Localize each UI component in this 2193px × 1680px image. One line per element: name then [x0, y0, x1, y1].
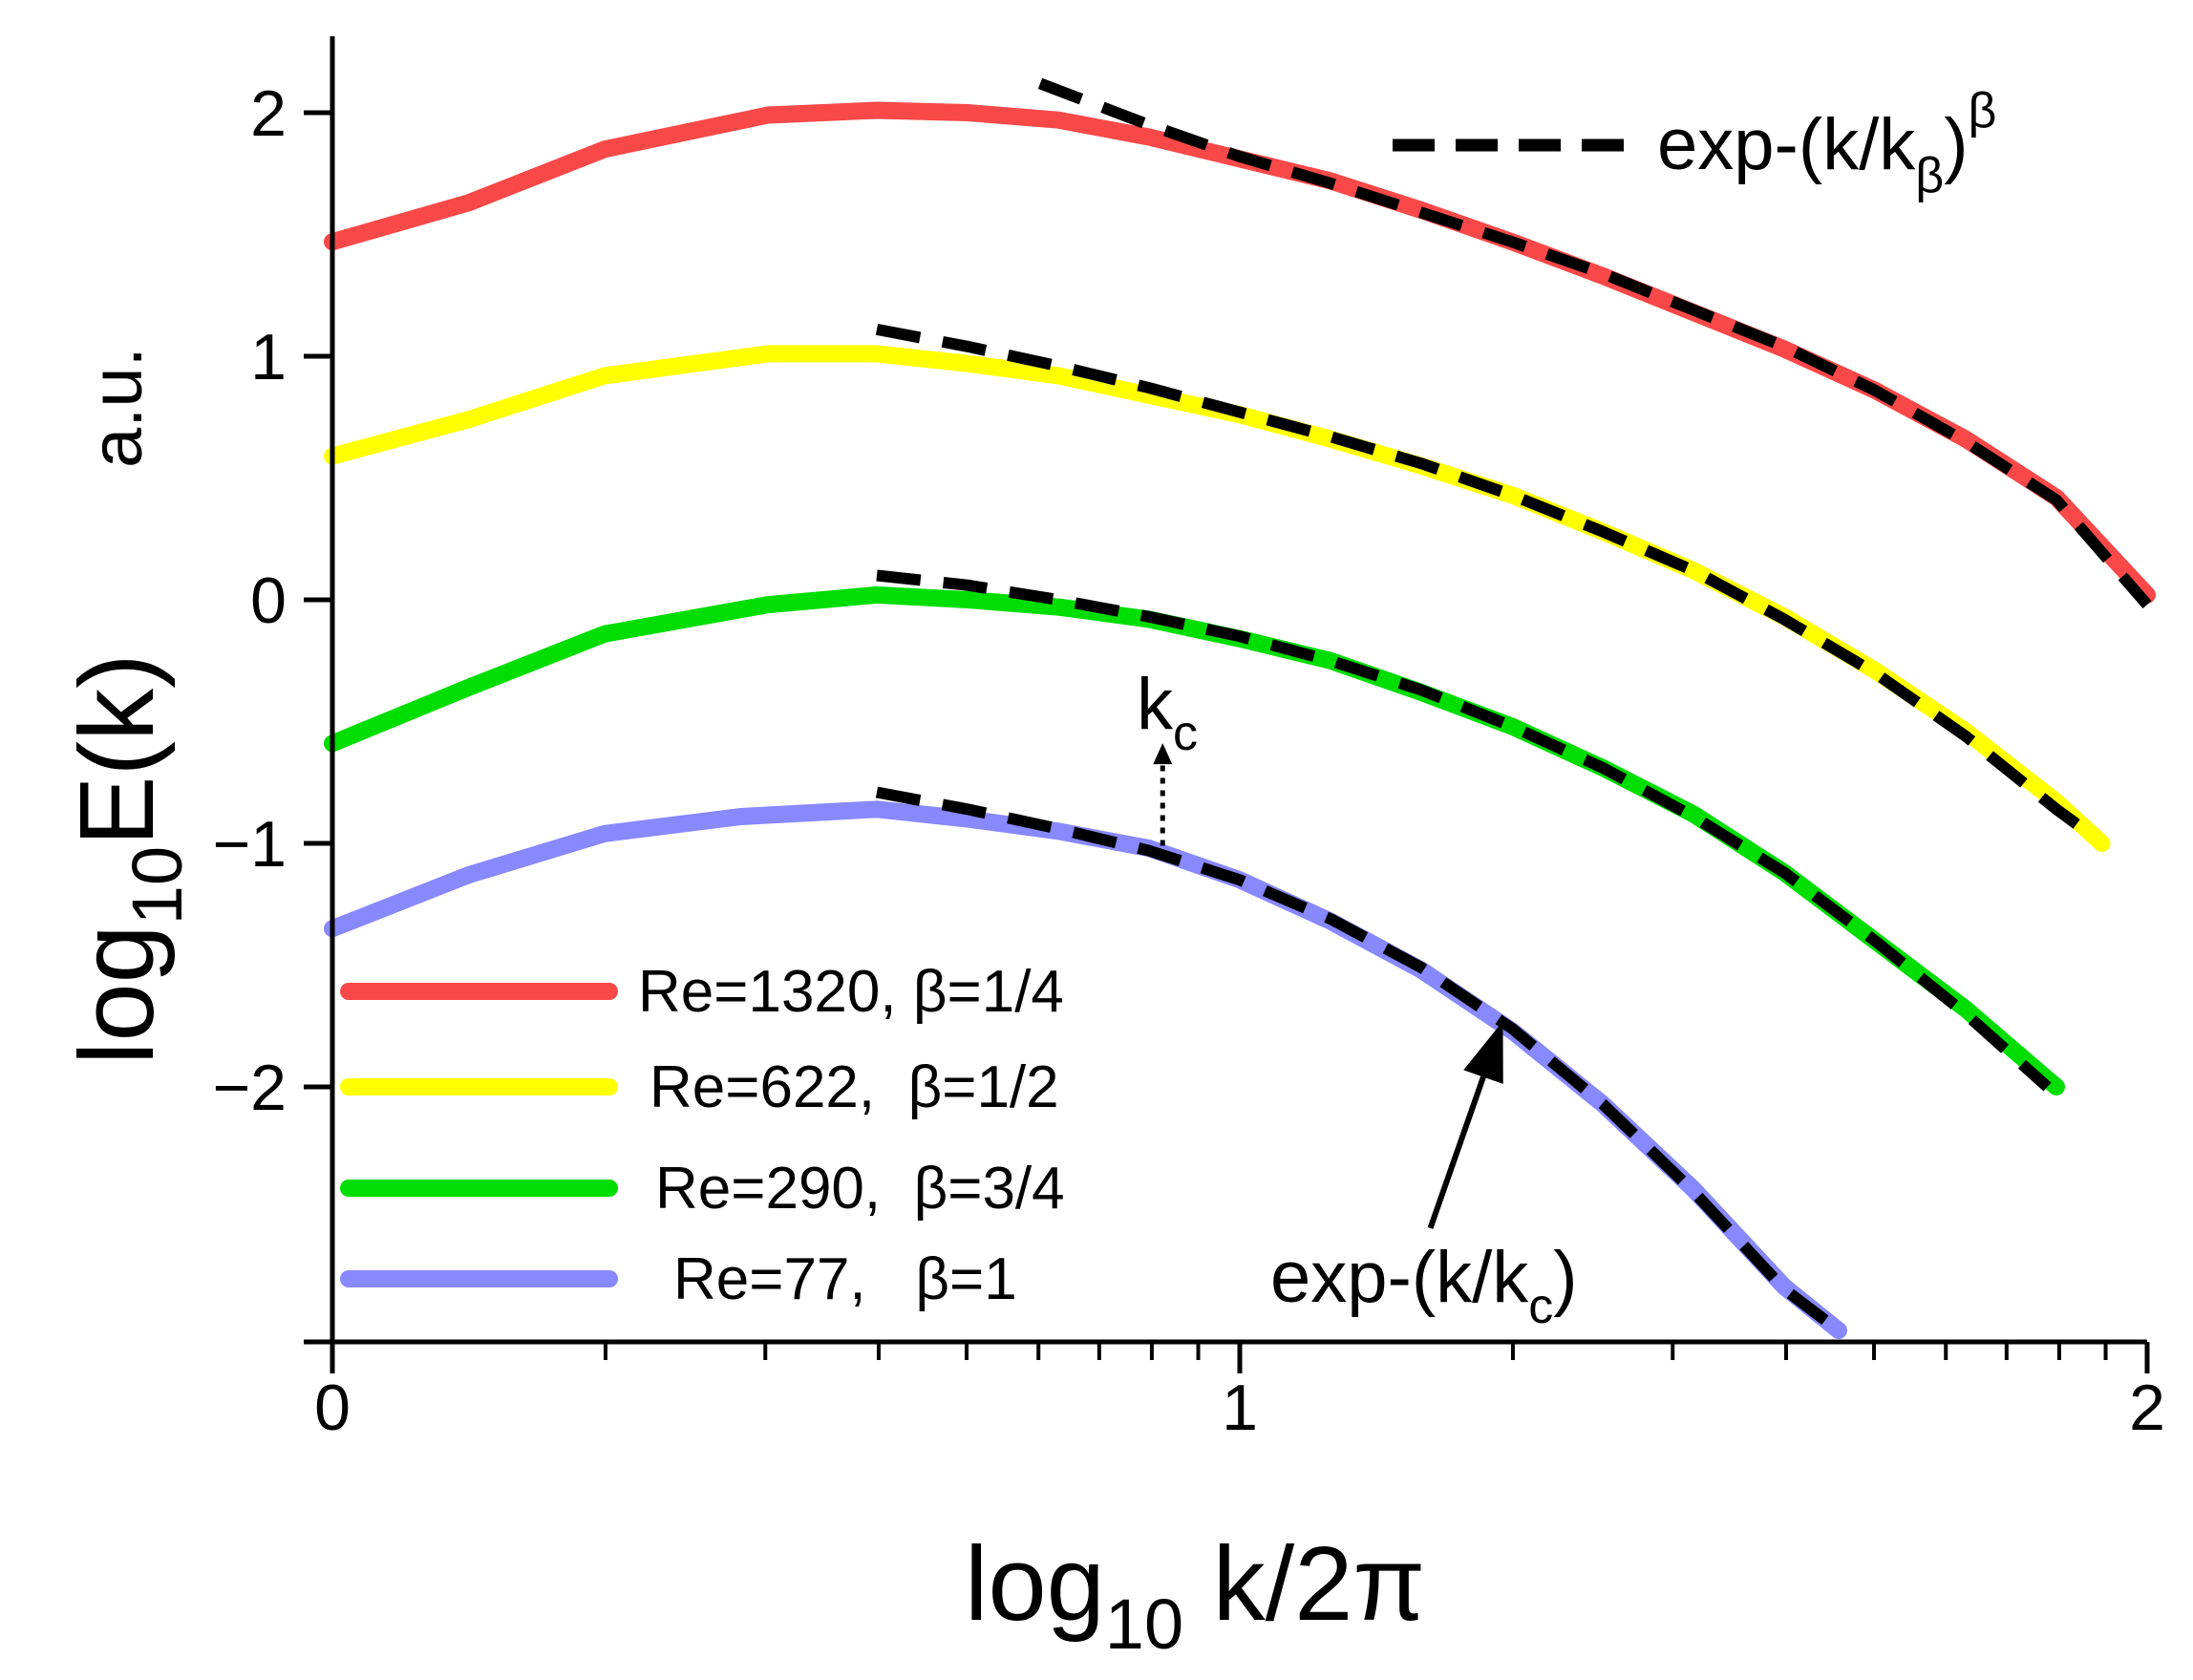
fit-line-4 [875, 786, 1842, 1335]
legend: Re=1320, β=1/4 Re=622, β=1/2 Re=290, β=3… [340, 959, 1065, 1312]
exp-kc-arrowhead [1463, 1021, 1503, 1084]
y-tick-label: 1 [250, 321, 287, 393]
exp-kc-annotation: exp-(k/kc) [1270, 1021, 1578, 1334]
fit-legend: exp-(k/kβ)β [1393, 83, 1996, 203]
y-axis-title: log10E(k) [58, 653, 197, 1065]
legend-label-4: Re=77, β=1 [673, 1246, 1017, 1312]
series-line-4 [324, 800, 1847, 1339]
y-axis-units: a.u. [76, 347, 158, 468]
kc-label: kc [1137, 664, 1198, 761]
y-tick-label: 2 [250, 77, 287, 150]
fit-legend-label: exp-(k/kβ)β [1657, 83, 1996, 203]
axis-layer [304, 36, 2147, 1345]
exp-kc-label: exp-(k/kc) [1270, 1237, 1578, 1334]
series-line-2 [324, 345, 2111, 852]
kc-arrowhead [1153, 743, 1173, 765]
x-tick-label: 2 [2129, 1372, 2165, 1444]
y-tick-label: −1 [212, 808, 287, 881]
x-axis-title: log10 k/2π [965, 1525, 1425, 1664]
x-tick-label: 0 [314, 1372, 351, 1444]
fit-layer [875, 77, 2152, 1335]
y-tick-label: 0 [250, 564, 287, 637]
legend-label-2: Re=622, β=1/2 [649, 1054, 1059, 1120]
exp-kc-arrow [1427, 1075, 1486, 1229]
y-tick-label: −2 [212, 1052, 287, 1124]
fit-line-1 [1037, 77, 2152, 609]
x-tick-label: 1 [1222, 1372, 1258, 1444]
kc-annotation: kc [1137, 664, 1198, 846]
tick-layer: 2 1 0 −1 −2 0 1 2 [212, 77, 2164, 1444]
series-layer [324, 101, 2156, 1339]
fit-line-3 [876, 569, 2052, 1092]
legend-label-3: Re=290, β=3/4 [655, 1156, 1065, 1222]
legend-label-1: Re=1320, β=1/4 [638, 959, 1064, 1025]
fit-line-2 [875, 324, 2097, 841]
